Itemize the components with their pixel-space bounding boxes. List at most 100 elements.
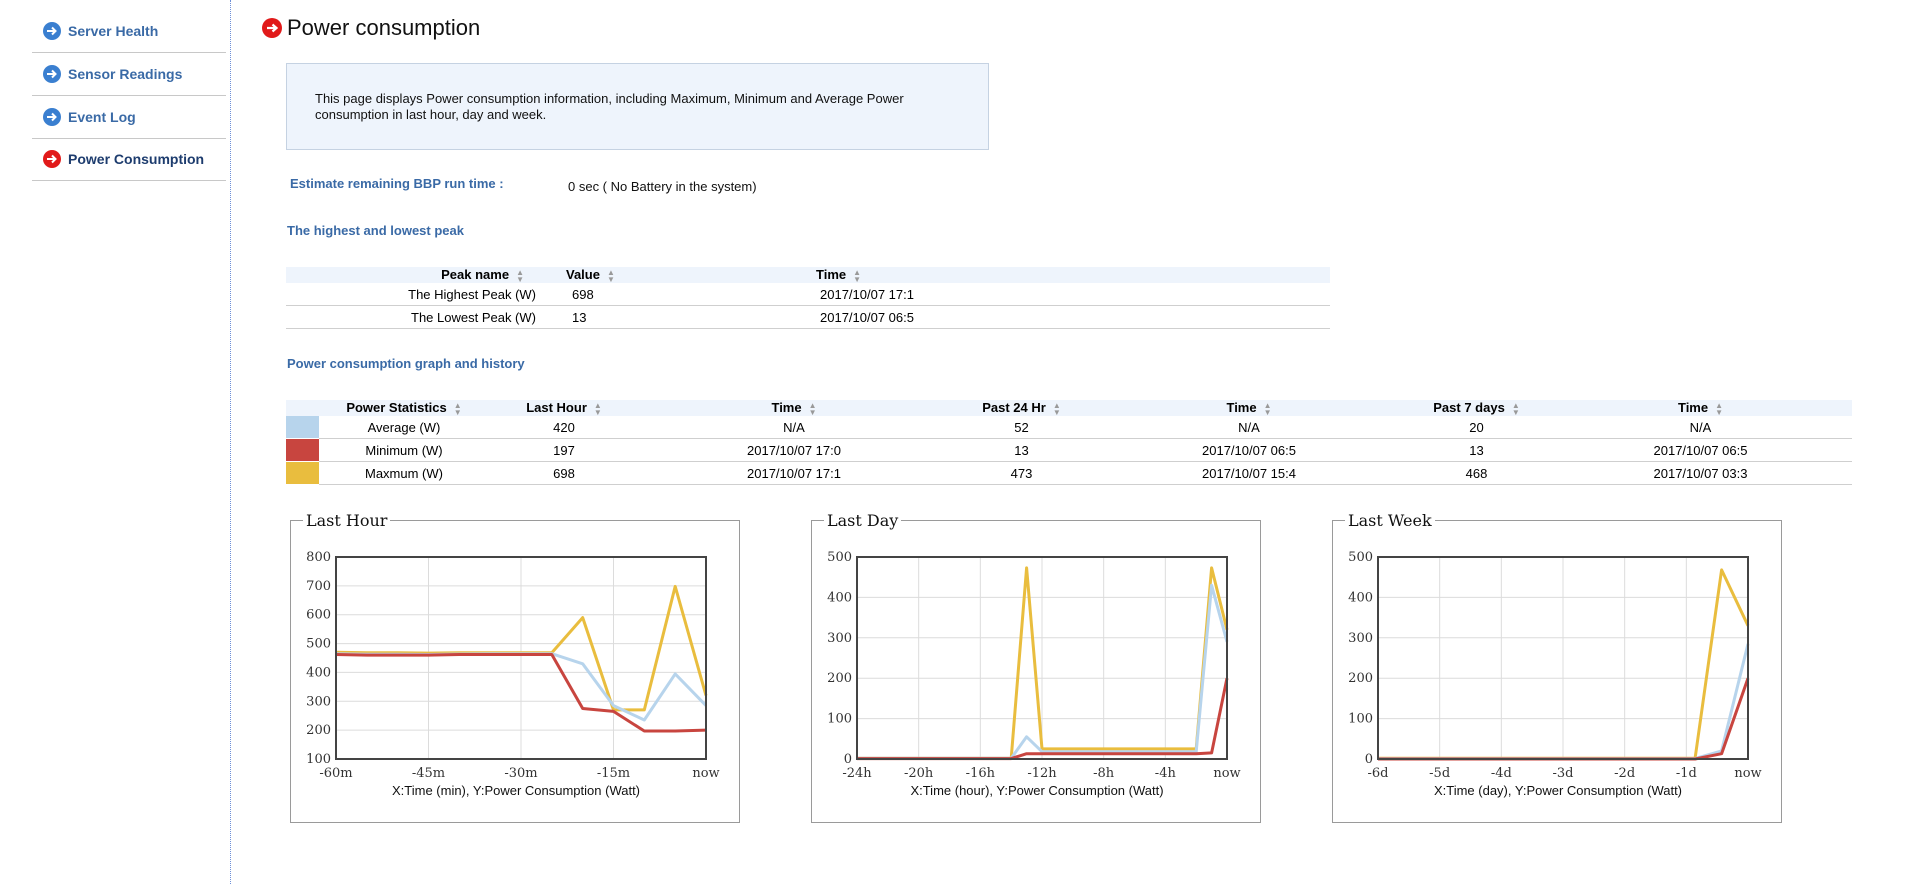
x-tick-label: -15m (597, 766, 630, 781)
x-tick-label: -60m (319, 766, 352, 781)
y-tick-label: 400 (1348, 590, 1373, 605)
y-tick-label: 300 (1348, 631, 1373, 646)
table-cell: Maxmum (W) (319, 461, 489, 485)
graph-section-title: Power consumption graph and history (287, 356, 525, 371)
sidebar-divider (230, 0, 231, 884)
x-tick-label: -30m (504, 766, 537, 781)
chart-xlabel: X:Time (hour), Y:Power Consumption (Watt… (910, 783, 1164, 798)
column-header-label: Time (1226, 400, 1257, 416)
table-cell: 13 (536, 305, 816, 329)
y-tick-label: 200 (827, 671, 852, 686)
y-tick-label: 200 (306, 723, 331, 738)
chart-last-hour: 100 200 300 400 500 600 700 800 -60m -45m -30m -15m… (290, 511, 740, 823)
stats-table: Power Statistics ▲ ▼ Last Hour ▲ ▼ Time ▲ ▼ Pa… (286, 400, 1852, 485)
column-header[interactable]: Power Statistics ▲ ▼ (319, 400, 489, 416)
table-cell: N/A (1094, 416, 1404, 439)
column-header[interactable]: Value ▲ ▼ (536, 267, 816, 283)
chart-last-week: 0 100 200 300 400 500 -6d -5d -4d -3d -2d -1d now La… (1332, 511, 1782, 823)
table-header-row: Peak name ▲ ▼ Value ▲ ▼ Time ▲ ▼ (286, 267, 1330, 283)
table-cell: N/A (639, 416, 949, 439)
table-row: Maxmum (W) 698 2017/10/07 17:1 473 2017/… (286, 461, 1852, 485)
table-cell: 13 (949, 438, 1094, 462)
table-cell: 698 (489, 461, 639, 485)
x-tick-label: -2d (1614, 766, 1635, 781)
sort-icon: ▲ ▼ (606, 267, 615, 284)
table-cell: 2017/10/07 06:5 (1094, 438, 1404, 462)
x-tick-label: -4d (1491, 766, 1512, 781)
column-header[interactable]: Past 24 Hr ▲ ▼ (949, 400, 1094, 416)
column-header[interactable]: Time ▲ ▼ (816, 267, 1330, 283)
plot-frame (1377, 556, 1749, 760)
table-cell: 2017/10/07 17:1 (816, 283, 1330, 306)
plot-frame (856, 556, 1228, 760)
y-tick-label: 500 (1348, 550, 1373, 565)
sidebar-item-label: Power Consumption (68, 151, 205, 167)
bbp-label: Estimate remaining BBP run time : (290, 176, 504, 191)
table-cell: 20 (1404, 416, 1549, 439)
legend-swatch-maximum (286, 462, 319, 484)
table-row: Minimum (W) 197 2017/10/07 17:0 13 2017/… (286, 438, 1852, 462)
y-tick-label: 300 (827, 631, 852, 646)
table-row: The Highest Peak (W) 698 2017/10/07 17:1 (286, 283, 1330, 306)
column-header[interactable]: Time ▲ ▼ (1094, 400, 1404, 416)
x-tick-label: -6d (1368, 766, 1389, 781)
peak-section-title: The highest and lowest peak (287, 223, 464, 238)
sort-icon: ▲ ▼ (1052, 400, 1061, 417)
x-tick-label: -12h (1027, 766, 1057, 781)
sidebar-item-event-log[interactable]: Event Log (32, 96, 226, 139)
x-tick-label: -20h (904, 766, 934, 781)
sidebar-item-power-consumption[interactable]: Power Consumption (32, 138, 226, 181)
column-header[interactable]: Time ▲ ▼ (639, 400, 949, 416)
sort-icon: ▲ ▼ (593, 400, 602, 417)
sort-icon: ▲ ▼ (1263, 400, 1272, 417)
table-cell: Average (W) (319, 416, 489, 439)
table-cell: 2017/10/07 06:5 (1549, 438, 1852, 462)
arrow-right-circle-icon (43, 108, 61, 126)
y-tick-label: 100 (827, 712, 852, 727)
plot-frame (335, 556, 707, 760)
chart-plot: 0 100 200 300 400 500 -24h -20h -16h -12h -8h -4h no… (827, 550, 1240, 781)
peak-table: Peak name ▲ ▼ Value ▲ ▼ Time ▲ ▼ The Highest P… (286, 267, 1330, 329)
legend-header (286, 400, 319, 416)
column-header[interactable]: Last Hour ▲ ▼ (489, 400, 639, 416)
column-header-label: Time (1677, 400, 1709, 416)
legend-swatch-average (286, 416, 319, 439)
legend-cell (286, 416, 319, 439)
sort-icon: ▲ ▼ (853, 267, 862, 284)
x-tick-label: -24h (842, 766, 872, 781)
y-tick-label: 400 (306, 665, 331, 680)
table-cell: 13 (1404, 438, 1549, 462)
x-tick-label: -45m (412, 766, 445, 781)
column-header[interactable]: Past 7 days ▲ ▼ (1404, 400, 1549, 416)
sidebar-item-server-health[interactable]: Server Health (32, 10, 226, 53)
sort-icon: ▲ ▼ (516, 267, 524, 284)
column-header[interactable]: Time ▲ ▼ (1549, 400, 1852, 416)
table-cell: 2017/10/07 15:4 (1094, 461, 1404, 485)
y-tick-label: 400 (827, 590, 852, 605)
table-cell: The Lowest Peak (W) (286, 305, 536, 329)
table-cell: 473 (949, 461, 1094, 485)
table-header-row: Power Statistics ▲ ▼ Last Hour ▲ ▼ Time ▲ ▼ Pa… (286, 400, 1852, 416)
sidebar: Server Health Sensor Readings Event Log … (0, 0, 230, 884)
sidebar-item-label: Event Log (68, 109, 136, 125)
bbp-value: 0 sec ( No Battery in the system) (568, 179, 757, 194)
sidebar-item-label: Sensor Readings (68, 66, 183, 82)
table-cell: 420 (489, 416, 639, 439)
column-header-label: Power Statistics (346, 400, 447, 416)
x-tick-label: now (692, 766, 719, 781)
column-header[interactable]: Peak name ▲ ▼ (286, 267, 536, 283)
sort-icon: ▲ ▼ (808, 400, 817, 417)
page-description: This page displays Power consumption inf… (315, 91, 904, 122)
arrow-right-circle-icon (43, 22, 61, 40)
page-title: Power consumption (287, 15, 481, 40)
chart-title: Last Week (1345, 511, 1435, 530)
x-tick-label: -16h (966, 766, 996, 781)
y-tick-label: 100 (306, 752, 331, 767)
sidebar-item-sensor-readings[interactable]: Sensor Readings (32, 53, 226, 96)
chart-title: Last Day (824, 511, 902, 530)
table-cell: 52 (949, 416, 1094, 439)
x-tick-label: -5d (1429, 766, 1450, 781)
arrow-right-circle-icon (43, 150, 61, 168)
column-header-label: Past 7 days (1433, 400, 1505, 416)
chart-plot: 0 100 200 300 400 500 -6d -5d -4d -3d -2d -1d now (1348, 550, 1761, 781)
